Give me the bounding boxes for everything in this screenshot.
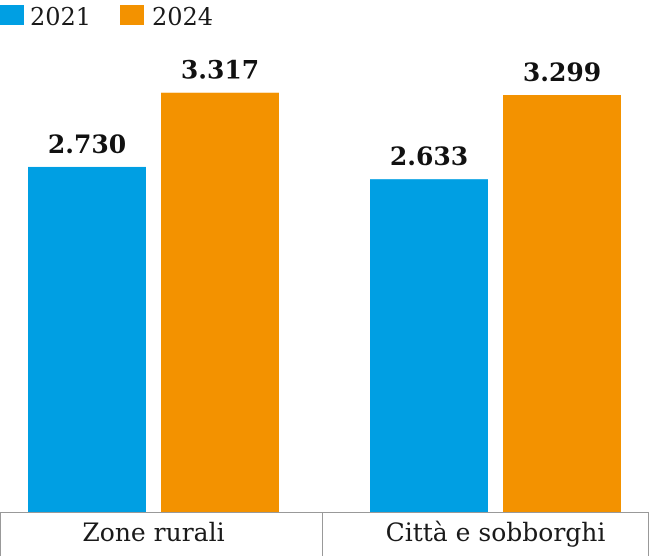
data-label: 2.633 [390, 142, 468, 171]
data-label: 2.730 [48, 130, 126, 159]
data-label: 3.317 [181, 56, 259, 85]
legend-label-2024: 2024 [152, 3, 213, 31]
category-label: Città e sobborghi [386, 518, 606, 547]
legend-item-2024: 2024 [120, 3, 213, 31]
bar-2024 [503, 95, 621, 512]
legend-label-2021: 2021 [30, 3, 91, 31]
category-label: Zone rurali [82, 518, 224, 547]
bar-2024 [161, 92, 279, 512]
bar-2021 [28, 166, 146, 513]
legend: 2021 2024 [0, 3, 213, 31]
legend-item-2021: 2021 [0, 3, 91, 31]
bar-groups: 2.730 3.317 Zone rurali 2.633 3.299 Città e s… [28, 56, 621, 547]
bar-2021 [370, 179, 488, 513]
legend-swatch-2024 [120, 5, 144, 25]
legend-swatch-2021 [0, 5, 24, 25]
bar-group: 2.633 3.299 [370, 58, 621, 513]
bar-group: 2.730 3.317 [28, 56, 279, 513]
data-label: 3.299 [523, 58, 601, 87]
